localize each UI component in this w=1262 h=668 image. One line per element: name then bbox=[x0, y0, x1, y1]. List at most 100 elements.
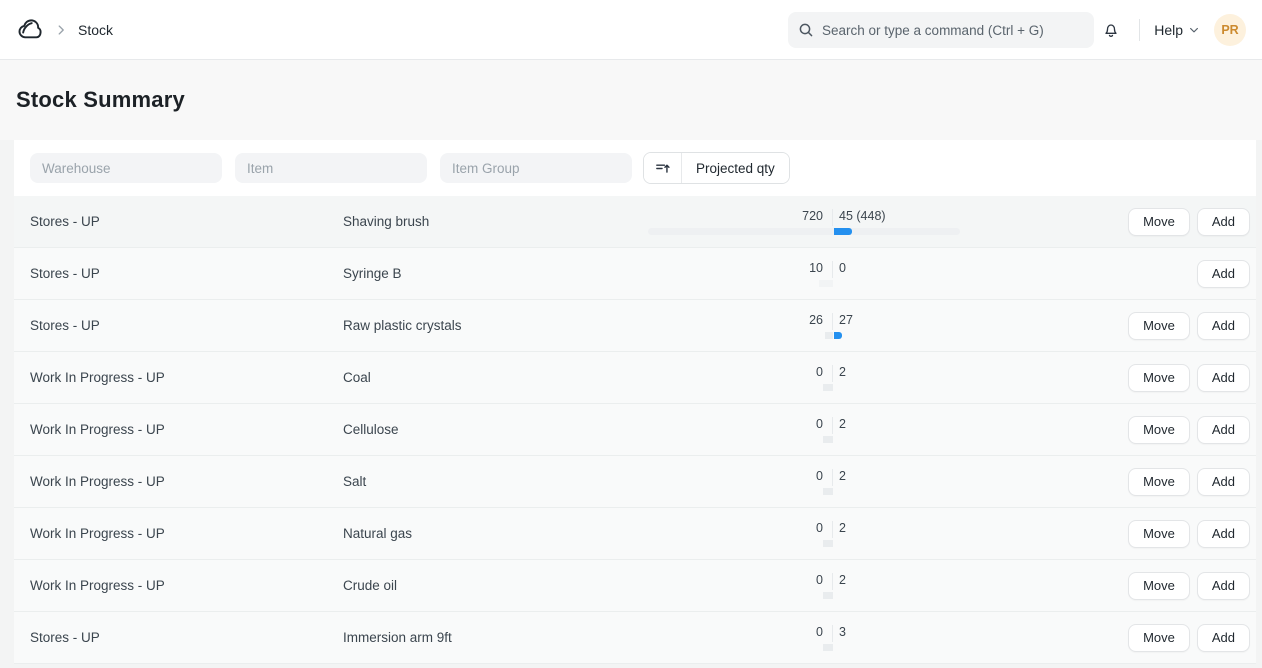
add-button[interactable]: Add bbox=[1196, 519, 1250, 548]
table-row: Work In Progress - UP Cellulose 0 2 Move… bbox=[14, 404, 1256, 456]
warehouse-cell: Work In Progress - UP bbox=[30, 370, 165, 385]
bell-icon bbox=[1105, 23, 1117, 37]
user-avatar[interactable]: PR bbox=[1214, 13, 1246, 46]
projected-qty-value: 2 bbox=[839, 468, 846, 483]
table-row: Stores - UP Shaving brush 720 45 (448) M… bbox=[14, 196, 1256, 248]
table-row: Work In Progress - UP Crude oil 0 2 Move… bbox=[14, 560, 1256, 612]
warehouse-cell: Work In Progress - UP bbox=[30, 474, 165, 489]
navbar: Stock Help PR bbox=[0, 0, 1262, 60]
item-cell: Crude oil bbox=[343, 578, 398, 593]
sort-direction-button[interactable] bbox=[644, 153, 682, 183]
add-button[interactable]: Add bbox=[1196, 207, 1250, 236]
move-button[interactable]: Move bbox=[1128, 207, 1190, 236]
qty-bar-actual bbox=[823, 539, 833, 547]
add-button[interactable]: Add bbox=[1196, 623, 1250, 652]
item-cell: Shaving brush bbox=[343, 214, 430, 229]
qty-bar-actual bbox=[819, 279, 833, 287]
table-row: Work In Progress - UP Coal 0 2 Move Add bbox=[14, 352, 1256, 404]
projected-qty-value: 3 bbox=[839, 624, 846, 639]
add-button[interactable]: Add bbox=[1196, 259, 1250, 288]
add-button[interactable]: Add bbox=[1196, 415, 1250, 444]
move-button[interactable]: Move bbox=[1128, 519, 1190, 548]
item-group-filter-input[interactable] bbox=[440, 153, 632, 183]
actual-qty-value: 0 bbox=[648, 624, 833, 642]
row-actions: Move Add bbox=[960, 467, 1250, 496]
cloud-logo-icon[interactable] bbox=[16, 18, 44, 42]
warehouse-cell: Stores - UP bbox=[30, 318, 100, 333]
qty-bar-actual bbox=[823, 643, 833, 651]
table-row: Stores - UP Raw plastic crystals 26 27 M… bbox=[14, 300, 1256, 352]
navbar-divider bbox=[1139, 18, 1141, 41]
item-cell: Coal bbox=[343, 370, 371, 385]
qty-bar-actual bbox=[823, 435, 833, 443]
item-cell: Salt bbox=[343, 474, 367, 489]
help-label: Help bbox=[1154, 21, 1183, 38]
quantity-cell: 0 3 bbox=[648, 624, 960, 651]
actual-qty-value: 10 bbox=[648, 260, 833, 278]
qty-bar-track bbox=[648, 332, 960, 339]
warehouse-cell: Stores - UP bbox=[30, 630, 100, 645]
item-cell: Raw plastic crystals bbox=[343, 318, 462, 333]
search-input[interactable] bbox=[822, 22, 1084, 38]
move-button[interactable]: Move bbox=[1128, 311, 1190, 340]
row-actions: Move Add bbox=[960, 519, 1250, 548]
move-button[interactable]: Move bbox=[1128, 623, 1190, 652]
qty-bar-projected bbox=[834, 331, 842, 339]
item-cell: Immersion arm 9ft bbox=[343, 630, 452, 645]
quantity-cell: 0 2 bbox=[648, 520, 960, 547]
row-actions: Move Add bbox=[960, 623, 1250, 652]
projected-qty-value: 2 bbox=[839, 416, 846, 431]
quantity-cell: 0 2 bbox=[648, 572, 960, 599]
stock-summary-card: Projected qty Stores - UP Shaving brush … bbox=[14, 140, 1256, 664]
help-menu-button[interactable]: Help bbox=[1154, 22, 1200, 38]
qty-bar-track bbox=[648, 592, 960, 599]
warehouse-filter-input[interactable] bbox=[30, 153, 222, 183]
add-button[interactable]: Add bbox=[1196, 571, 1250, 600]
move-button[interactable]: Move bbox=[1128, 467, 1190, 496]
qty-bar-track bbox=[648, 280, 960, 287]
actual-qty-value: 0 bbox=[648, 468, 833, 486]
qty-bar-projected bbox=[834, 227, 852, 235]
qty-bar bbox=[648, 643, 960, 651]
chevron-right-icon bbox=[54, 23, 68, 37]
quantity-cell: 0 2 bbox=[648, 468, 960, 495]
qty-bar bbox=[648, 279, 960, 287]
actual-qty-value: 0 bbox=[648, 364, 833, 382]
qty-bar bbox=[648, 383, 960, 391]
stock-rows: Stores - UP Shaving brush 720 45 (448) M… bbox=[14, 196, 1256, 664]
actual-qty-value: 0 bbox=[648, 520, 833, 538]
sort-field-button[interactable]: Projected qty bbox=[682, 153, 789, 183]
projected-qty-value: 2 bbox=[839, 520, 846, 535]
breadcrumb[interactable]: Stock bbox=[78, 21, 114, 38]
quantity-cell: 0 2 bbox=[648, 416, 960, 443]
row-actions: Move Add bbox=[960, 571, 1250, 600]
table-row: Stores - UP Immersion arm 9ft 0 3 Move Ad… bbox=[14, 612, 1256, 664]
move-button[interactable]: Move bbox=[1128, 571, 1190, 600]
quantity-cell: 26 27 bbox=[648, 312, 960, 339]
item-filter-input[interactable] bbox=[235, 153, 427, 183]
global-search[interactable] bbox=[788, 12, 1094, 48]
table-row: Work In Progress - UP Salt 0 2 Move Add bbox=[14, 456, 1256, 508]
sort-control: Projected qty bbox=[643, 152, 790, 184]
projected-qty-value: 45 (448) bbox=[839, 208, 886, 223]
add-button[interactable]: Add bbox=[1196, 363, 1250, 392]
qty-bar-actual bbox=[823, 591, 833, 599]
move-button[interactable]: Move bbox=[1128, 363, 1190, 392]
qty-bar bbox=[648, 435, 960, 443]
row-actions: Add bbox=[960, 259, 1250, 288]
qty-bar bbox=[648, 331, 960, 339]
sort-ascending-icon bbox=[656, 163, 670, 173]
actual-qty-value: 0 bbox=[648, 572, 833, 590]
qty-bar bbox=[648, 591, 960, 599]
add-button[interactable]: Add bbox=[1196, 467, 1250, 496]
qty-bar-actual bbox=[823, 383, 833, 391]
warehouse-cell: Work In Progress - UP bbox=[30, 526, 165, 541]
notifications-button[interactable] bbox=[1097, 16, 1125, 44]
actual-qty-value: 26 bbox=[648, 312, 833, 330]
qty-bar bbox=[648, 487, 960, 495]
page-header: Stock Summary bbox=[0, 60, 1262, 140]
move-button[interactable]: Move bbox=[1128, 415, 1190, 444]
qty-bar-track bbox=[648, 540, 960, 547]
add-button[interactable]: Add bbox=[1196, 311, 1250, 340]
projected-qty-value: 2 bbox=[839, 572, 846, 587]
